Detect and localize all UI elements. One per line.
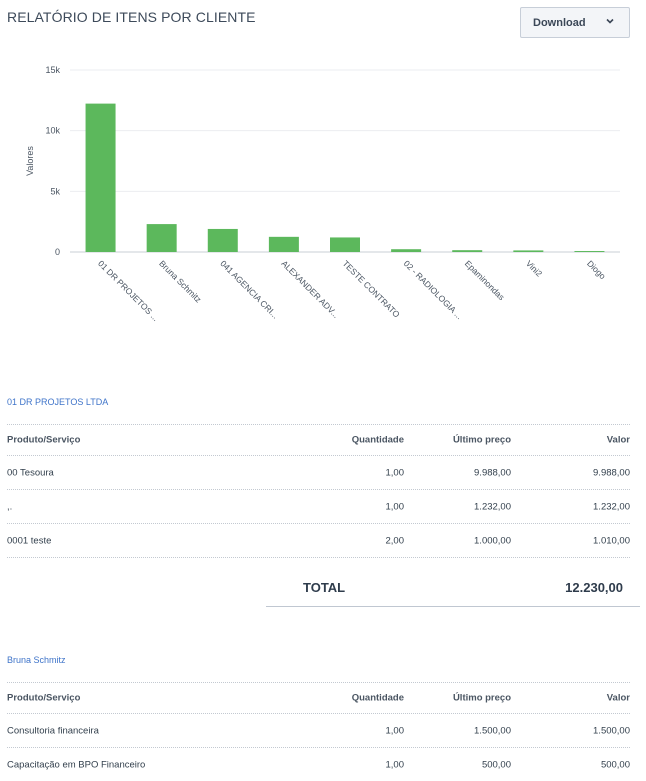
y-tick-label: 5k bbox=[50, 186, 60, 196]
table-row: 00 Tesoura 1,00 9.988,00 9.988,00 bbox=[7, 455, 630, 489]
last-price-cell: 1.232,00 bbox=[474, 501, 511, 512]
x-tick-label: 041 AGENCIA CRI... bbox=[218, 258, 280, 320]
bar bbox=[391, 249, 422, 252]
table-row: ,. 1,00 1.232,00 1.232,00 bbox=[7, 489, 630, 523]
bar bbox=[574, 251, 605, 252]
table-row: 0001 teste 2,00 1.000,00 1.010,00 bbox=[7, 523, 630, 557]
qty-cell: 1,00 bbox=[385, 725, 405, 736]
last-price-cell: 1.000,00 bbox=[474, 535, 511, 546]
last-price-cell: 9.988,00 bbox=[474, 467, 511, 478]
total-row: TOTAL 12.230,00 bbox=[266, 571, 640, 607]
download-label: Download bbox=[533, 16, 586, 29]
x-tick-label: 01 DR PROJETOS ... bbox=[96, 258, 161, 323]
product-cell: 00 Tesoura bbox=[7, 467, 54, 478]
col-value-header: Valor bbox=[606, 434, 630, 446]
qty-cell: 1,00 bbox=[385, 467, 405, 478]
y-tick-label: 10k bbox=[45, 126, 60, 136]
bar bbox=[85, 103, 116, 252]
col-product-header: Produto/Serviço bbox=[7, 692, 81, 704]
total-label: TOTAL bbox=[303, 580, 346, 595]
bar bbox=[146, 224, 177, 252]
page-title: RELATÓRIO DE ITENS POR CLIENTE bbox=[7, 9, 256, 25]
value-cell: 500,00 bbox=[600, 759, 630, 770]
total-value: 12.230,00 bbox=[565, 580, 623, 595]
value-cell: 9.988,00 bbox=[593, 467, 630, 478]
product-cell: Consultoria financeira bbox=[7, 725, 99, 736]
y-axis-label: Valores bbox=[25, 146, 35, 176]
bar bbox=[452, 250, 483, 252]
col-last-price-header: Último preço bbox=[452, 692, 511, 704]
y-tick-label: 15k bbox=[45, 65, 60, 75]
client-name[interactable]: Bruna Schmitz bbox=[7, 655, 66, 665]
x-tick-label: ALEXANDER ADV... bbox=[279, 258, 341, 320]
table-header: Produto/Serviço Quantidade Último preço … bbox=[7, 682, 630, 713]
product-cell: 0001 teste bbox=[7, 535, 52, 546]
items-table: Produto/Serviço Quantidade Último preço … bbox=[7, 424, 630, 558]
chevron-down-icon bbox=[606, 18, 614, 24]
col-last-price-header: Último preço bbox=[452, 434, 511, 446]
download-button[interactable]: Download bbox=[520, 7, 630, 38]
table-divider bbox=[7, 557, 630, 558]
qty-cell: 1,00 bbox=[385, 759, 405, 770]
product-cell: ,. bbox=[7, 501, 13, 512]
x-tick-label: Diogo bbox=[585, 258, 608, 281]
bar bbox=[207, 228, 238, 252]
product-cell: Capacitação em BPO Financeiro bbox=[7, 759, 146, 770]
items-table: Produto/Serviço Quantidade Último preço … bbox=[7, 682, 630, 781]
table-row: Capacitação em BPO Financeiro 1,00 500,0… bbox=[7, 747, 630, 781]
client-name[interactable]: 01 DR PROJETOS LTDA bbox=[7, 397, 109, 407]
qty-cell: 2,00 bbox=[385, 535, 405, 546]
value-cell: 1.010,00 bbox=[593, 535, 630, 546]
col-qty-header: Quantidade bbox=[351, 692, 404, 704]
table-row: Consultoria financeira 1,00 1.500,00 1.5… bbox=[7, 713, 630, 747]
col-product-header: Produto/Serviço bbox=[7, 434, 81, 446]
bar-chart: 0 5k 10k 15k Valores 01 DR PROJETOS ...Bruna … bbox=[25, 65, 620, 323]
x-tick-label: Epaminondas bbox=[463, 258, 507, 302]
x-tick-label: 02 - RADIOLOGIA ... bbox=[402, 258, 465, 321]
y-tick-label: 0 bbox=[55, 247, 60, 257]
value-cell: 1.232,00 bbox=[593, 501, 630, 512]
col-qty-header: Quantidade bbox=[351, 434, 404, 446]
value-cell: 1.500,00 bbox=[593, 725, 630, 736]
bar bbox=[268, 236, 299, 252]
qty-cell: 1,00 bbox=[385, 501, 405, 512]
table-header: Produto/Serviço Quantidade Último preço … bbox=[7, 424, 630, 455]
bar bbox=[330, 237, 360, 252]
x-tick-label: TESTE CONTRATO bbox=[341, 258, 403, 320]
col-value-header: Valor bbox=[606, 692, 630, 704]
x-tick-label: Vini2 bbox=[524, 258, 545, 279]
bar bbox=[513, 250, 544, 252]
last-price-cell: 1.500,00 bbox=[474, 725, 511, 736]
x-tick-label: Bruna Schmitz bbox=[157, 258, 203, 304]
last-price-cell: 500,00 bbox=[481, 759, 511, 770]
